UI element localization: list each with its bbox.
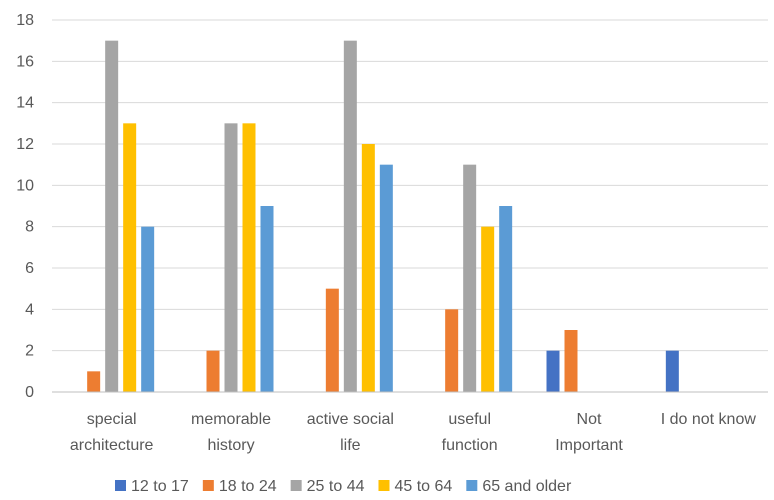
- bar-45-to-64: [242, 123, 256, 392]
- bar-12-to-17: [665, 350, 679, 392]
- legend-item: 65 and older: [466, 478, 572, 495]
- y-tick-label: 10: [16, 177, 34, 194]
- category-label: life: [340, 437, 361, 454]
- legend-swatch: [115, 480, 126, 491]
- bar-25-to-44: [105, 40, 119, 393]
- bar-45-to-64: [481, 226, 495, 392]
- category-label: useful: [448, 411, 491, 428]
- category-label: architecture: [70, 437, 154, 454]
- bar-18-to-24: [564, 330, 578, 392]
- bar-18-to-24: [325, 288, 339, 392]
- bar-65-and-older: [260, 206, 274, 392]
- bar-25-to-44: [463, 164, 477, 392]
- category-label: Not: [577, 411, 602, 428]
- bar-65-and-older: [141, 226, 155, 392]
- category-label: special: [87, 411, 137, 428]
- legend-label: 18 to 24: [219, 478, 277, 495]
- bar-18-to-24: [445, 309, 459, 392]
- bar-18-to-24: [206, 350, 220, 392]
- bar-45-to-64: [361, 144, 375, 392]
- y-tick-label: 16: [16, 53, 34, 70]
- y-tick-label: 4: [25, 301, 34, 318]
- y-tick-label: 6: [25, 260, 34, 277]
- bar-25-to-44: [224, 123, 238, 392]
- legend-swatch: [202, 480, 214, 491]
- legend-label: 12 to 17: [131, 478, 189, 495]
- legend: 12 to 17 18 to 24 25 to 44 45 to 64 65 and o…: [115, 478, 572, 495]
- bar-45-to-64: [123, 123, 137, 392]
- category-label: I do not know: [661, 411, 757, 428]
- bar-25-to-44: [343, 40, 357, 393]
- category-label: Important: [555, 437, 623, 454]
- y-tick-label: 12: [16, 136, 34, 153]
- category-label: history: [207, 437, 254, 454]
- bar-65-and-older: [499, 206, 513, 392]
- legend-label: 65 and older: [482, 478, 572, 495]
- y-tick-label: 8: [25, 219, 34, 236]
- legend-item: 18 to 24: [202, 478, 277, 495]
- y-axis-ticks: 0 2 4 6 8 10 12 14 16 18: [16, 12, 34, 401]
- bar-18-to-24: [87, 371, 101, 392]
- y-tick-label: 14: [16, 95, 34, 112]
- legend-swatch: [466, 480, 478, 491]
- gridlines: [52, 19, 768, 352]
- category-labels: special architecture memorable history activ…: [70, 411, 756, 454]
- legend-item: 25 to 44: [290, 478, 365, 495]
- legend-swatch: [378, 480, 390, 491]
- legend-item: 45 to 64: [378, 478, 452, 495]
- bar-65-and-older: [379, 164, 393, 392]
- bar-12-to-17: [546, 350, 560, 392]
- legend-label: 45 to 64: [394, 478, 452, 495]
- category-label: memorable: [191, 411, 271, 428]
- legend-swatch: [290, 480, 302, 491]
- y-tick-label: 0: [25, 384, 34, 401]
- category-label: function: [442, 437, 498, 454]
- y-tick-label: 2: [25, 343, 34, 360]
- y-tick-label: 18: [16, 12, 34, 29]
- category-label: active social: [307, 411, 394, 428]
- bars: [87, 40, 679, 393]
- legend-label: 25 to 44: [307, 478, 365, 495]
- legend-item: 12 to 17: [115, 478, 189, 495]
